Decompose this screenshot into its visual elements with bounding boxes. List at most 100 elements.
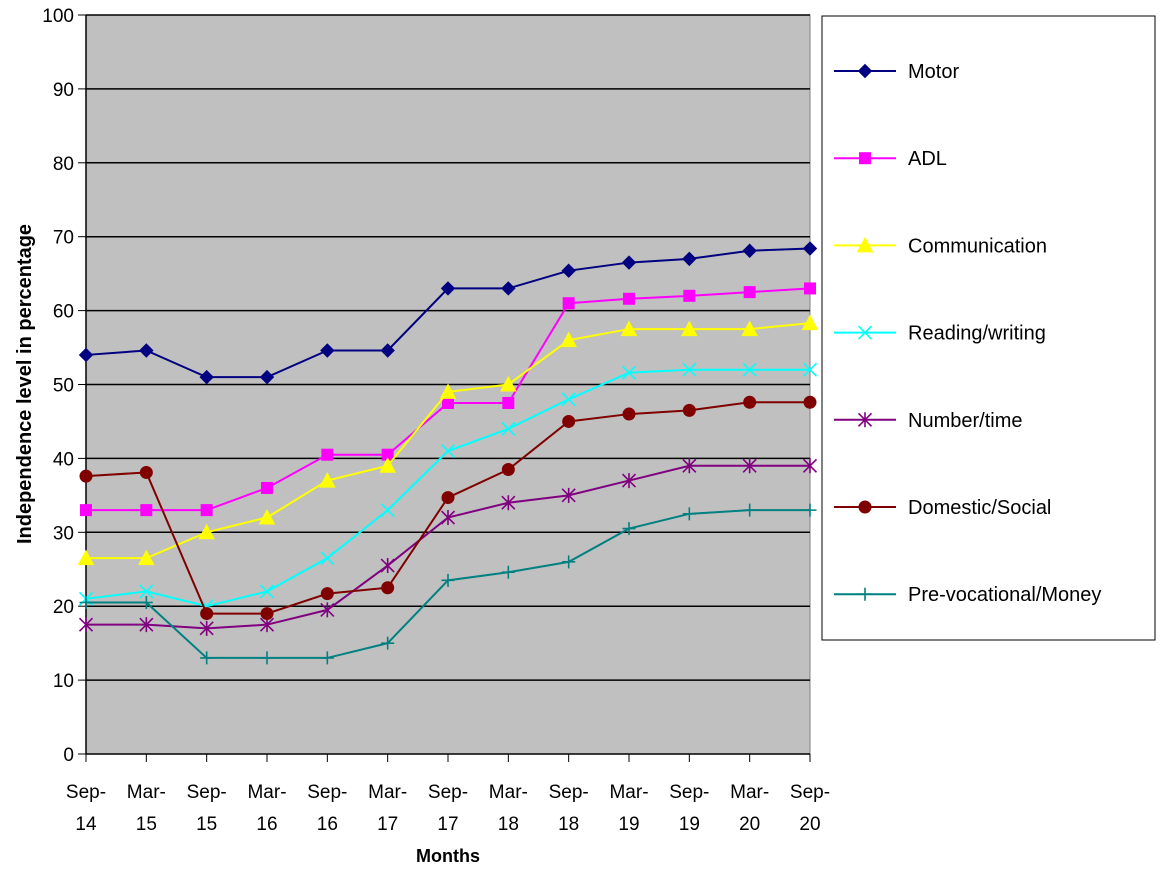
y-axis-title: Independence level in percentage — [14, 224, 36, 544]
x-tick-label-line2: 18 — [558, 814, 579, 835]
data-point — [199, 369, 214, 385]
x-tick-label-line2: 17 — [437, 814, 458, 835]
x-tick-label-line2: 17 — [377, 814, 398, 835]
y-tick-label: 90 — [53, 80, 74, 101]
legend-item: Number/time — [834, 410, 1022, 432]
legend-marker — [858, 500, 872, 514]
data-point — [439, 383, 457, 399]
data-point — [501, 281, 516, 296]
data-point — [258, 508, 276, 525]
data-point — [140, 504, 153, 517]
series-communication — [77, 314, 819, 566]
data-point — [139, 584, 154, 599]
legend-marker — [859, 152, 871, 165]
x-tick-label-line1: Sep- — [187, 782, 227, 803]
x-tick-label: Mar- 18 — [489, 782, 528, 835]
x-tick-label-line2: 16 — [317, 814, 338, 835]
data-point — [680, 320, 698, 337]
x-tick-label-line1: Sep- — [669, 782, 709, 803]
y-tick-label: 80 — [53, 154, 74, 175]
legend-marker — [857, 412, 873, 428]
data-point — [379, 457, 397, 473]
data-point — [501, 462, 515, 476]
data-point — [320, 587, 334, 601]
data-point — [742, 243, 757, 258]
data-point — [562, 414, 576, 428]
legend-label: Pre-vocational/Money — [908, 584, 1101, 606]
y-tick-label: 30 — [53, 523, 74, 544]
data-point — [442, 396, 454, 409]
x-tick-label: Mar- 15 — [127, 782, 166, 835]
y-tick-label: 20 — [53, 597, 74, 618]
data-point — [320, 343, 335, 358]
x-tick-label: Mar- 19 — [609, 782, 648, 835]
data-point — [139, 617, 154, 633]
data-point — [802, 241, 818, 256]
x-tick-label-line2: 16 — [256, 814, 277, 835]
x-tick-label-line1: Mar- — [609, 782, 648, 803]
series-layer — [77, 241, 819, 665]
legend-marker — [858, 587, 872, 601]
x-tick-label: Mar- 17 — [368, 782, 407, 835]
data-point — [803, 395, 817, 409]
data-point — [381, 581, 395, 595]
data-point — [381, 636, 395, 650]
axes: 0 10 20 30 40 50 60 70 80 90 100 Sep- 14 Mar- 15 Sep- 15… — [42, 6, 830, 835]
data-point — [562, 297, 575, 310]
data-point — [801, 314, 819, 331]
x-tick-label-line1: Sep- — [549, 782, 589, 803]
data-point — [260, 607, 274, 621]
data-point — [139, 596, 153, 610]
data-point — [79, 596, 93, 610]
data-point — [321, 448, 334, 461]
x-tick-label: Sep- 16 — [307, 782, 347, 835]
data-point — [501, 565, 515, 579]
x-tick-label: Mar- 16 — [247, 782, 286, 835]
x-tick-label-line2: 20 — [739, 814, 760, 835]
legend-item: Motor — [834, 61, 959, 83]
data-point — [682, 362, 697, 377]
data-point — [621, 255, 637, 270]
data-point — [682, 403, 696, 417]
data-point — [743, 503, 757, 517]
x-tick-label-line2: 18 — [498, 814, 519, 835]
x-tick-label: Mar- 20 — [730, 782, 769, 835]
x-tick-label-line1: Sep- — [790, 782, 830, 803]
data-point — [259, 369, 275, 385]
data-point — [622, 407, 636, 421]
y-tick-label: 70 — [53, 228, 74, 249]
data-point — [80, 504, 92, 517]
data-point — [139, 343, 154, 358]
x-tick-label: Sep- 15 — [187, 782, 227, 835]
legend-marker — [857, 325, 873, 340]
data-point — [561, 392, 576, 407]
legend-label: Motor — [908, 61, 959, 83]
data-point — [441, 573, 455, 587]
x-tick-label-line1: Sep- — [66, 782, 106, 803]
data-point — [561, 487, 576, 503]
legend-item: ADL — [834, 148, 947, 170]
y-tick-label: 10 — [53, 671, 74, 692]
x-tick-label-line2: 20 — [799, 814, 820, 835]
data-point — [743, 286, 756, 299]
legend-marker — [857, 63, 873, 79]
data-point — [562, 555, 576, 569]
x-tick-label-line2: 15 — [136, 814, 157, 835]
x-tick-label-line1: Sep- — [428, 782, 468, 803]
data-point — [261, 481, 273, 494]
legend-label: Domestic/Social — [908, 497, 1051, 519]
x-tick-label-line1: Mar- — [730, 782, 769, 803]
data-point — [743, 395, 757, 409]
legend: Motor ADL Communication Reading/writing Numb… — [821, 15, 1156, 641]
data-point — [139, 465, 153, 479]
series-motor — [78, 241, 818, 385]
x-tick-label-line1: Mar- — [247, 782, 286, 803]
y-tick-label: 60 — [53, 302, 74, 323]
data-point — [137, 549, 155, 566]
legend-box — [821, 15, 1156, 641]
legend-marker — [856, 236, 874, 253]
data-point — [502, 396, 515, 409]
x-tick-label-line2: 19 — [618, 814, 639, 835]
x-tick-label: Sep- 17 — [428, 782, 468, 835]
series-number-time — [78, 458, 818, 636]
